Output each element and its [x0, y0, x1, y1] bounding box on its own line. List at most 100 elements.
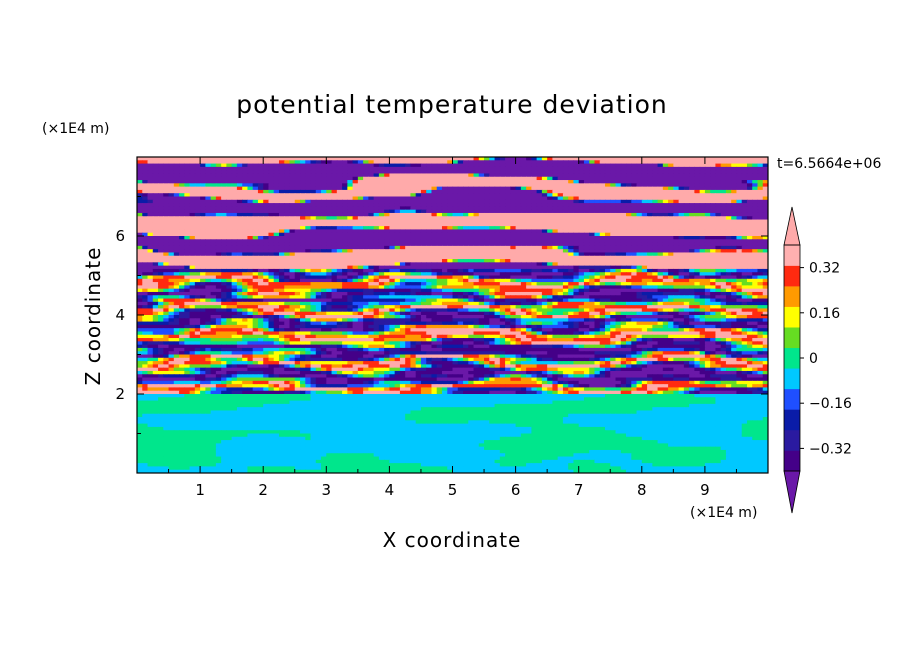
heatmap-cell [163, 189, 170, 194]
heatmap-cell [189, 212, 196, 217]
heatmap-cell [326, 226, 333, 231]
heatmap-cell [536, 206, 543, 211]
heatmap-cell [683, 282, 690, 286]
heatmap-cell [273, 189, 280, 194]
heatmap-cell [562, 226, 569, 231]
heatmap-cell [520, 285, 527, 290]
heatmap-cell [284, 180, 291, 184]
heatmap-cell [426, 186, 433, 191]
heatmap-cell [641, 173, 648, 178]
heatmap-cell [547, 282, 554, 286]
heatmap-cell [326, 242, 333, 247]
heatmap-cell [610, 252, 617, 257]
heatmap-cell [568, 226, 575, 231]
heatmap-cell [284, 157, 291, 161]
heatmap-cell [168, 226, 175, 231]
heatmap-cell [657, 268, 664, 273]
heatmap-cell [494, 216, 501, 221]
heatmap-cell [342, 163, 348, 168]
heatmap-cell [668, 222, 674, 227]
heatmap-cell [468, 275, 475, 280]
heatmap-cell [152, 199, 159, 204]
heatmap-cell [363, 163, 369, 168]
heatmap-cell [678, 209, 685, 214]
heatmap-cell [252, 232, 259, 237]
heatmap-cell [326, 193, 333, 198]
heatmap-cell [746, 272, 753, 277]
heatmap-cell [731, 219, 738, 224]
heatmap-cell [568, 265, 575, 270]
heatmap-cell [384, 229, 390, 234]
heatmap-cell [689, 239, 695, 244]
heatmap-cell [731, 222, 738, 227]
heatmap-cell [694, 189, 701, 194]
heatmap-cell [184, 157, 191, 161]
heatmap-cell [510, 282, 517, 286]
heatmap-cell [515, 180, 522, 184]
heatmap-cell [620, 268, 627, 273]
heatmap-cell [541, 282, 548, 286]
heatmap-cell [568, 282, 575, 286]
heatmap-cell [373, 160, 380, 165]
heatmap-cell [704, 176, 711, 181]
heatmap-cell [647, 265, 653, 270]
heatmap-cell [158, 245, 164, 250]
heatmap-cell [505, 176, 511, 181]
heatmap-cell [478, 193, 485, 198]
heatmap-cell [746, 212, 753, 217]
heatmap-cell [426, 216, 433, 221]
heatmap-cell [215, 216, 222, 221]
heatmap-cell [594, 180, 601, 184]
heatmap-cell [405, 226, 412, 231]
heatmap-cell [636, 222, 643, 227]
heatmap-cell [457, 206, 464, 211]
heatmap-cell [399, 222, 406, 227]
heatmap-cell [473, 239, 480, 244]
heatmap-cell [158, 268, 164, 273]
heatmap-cell [731, 275, 738, 280]
heatmap-cell [683, 176, 690, 181]
heatmap-cell [142, 288, 149, 293]
heatmap-cell [252, 180, 259, 184]
heatmap-cell [473, 249, 480, 254]
heatmap-cell [378, 163, 385, 168]
heatmap-cell [257, 183, 264, 188]
heatmap-cell [420, 193, 427, 198]
heatmap-cell [410, 219, 417, 224]
heatmap-cell [184, 206, 191, 211]
heatmap-cell [452, 216, 459, 221]
heatmap-cell [752, 199, 759, 204]
heatmap-cell [447, 180, 454, 184]
heatmap-cell [315, 265, 322, 270]
heatmap-cell [457, 275, 464, 280]
heatmap-cell [405, 176, 412, 181]
heatmap-cell [410, 222, 417, 227]
heatmap-cell [678, 196, 685, 201]
heatmap-cell [510, 226, 517, 231]
heatmap-cell [457, 170, 464, 175]
heatmap-cell [173, 291, 180, 296]
heatmap-cell [641, 176, 648, 181]
heatmap-cell [641, 236, 648, 240]
heatmap-cell [573, 209, 580, 214]
heatmap-cell [662, 275, 669, 280]
heatmap-cell [152, 262, 159, 267]
heatmap-cell [505, 226, 511, 231]
heatmap-cell [326, 186, 333, 191]
heatmap-cell [321, 189, 327, 194]
heatmap-cell [594, 189, 601, 194]
heatmap-cell [226, 252, 233, 257]
heatmap-cell [557, 232, 564, 237]
heatmap-cell [168, 216, 175, 221]
heatmap-cell [252, 242, 259, 247]
heatmap-cell [505, 157, 511, 161]
heatmap-cell [342, 229, 348, 234]
heatmap-cell [194, 209, 201, 214]
heatmap-cell [641, 193, 648, 198]
heatmap-cell [363, 262, 369, 267]
heatmap-cell [547, 157, 554, 161]
heatmap-cell [725, 157, 732, 161]
heatmap-cell [210, 176, 217, 181]
heatmap-cell [168, 193, 175, 198]
heatmap-cell [284, 183, 291, 188]
